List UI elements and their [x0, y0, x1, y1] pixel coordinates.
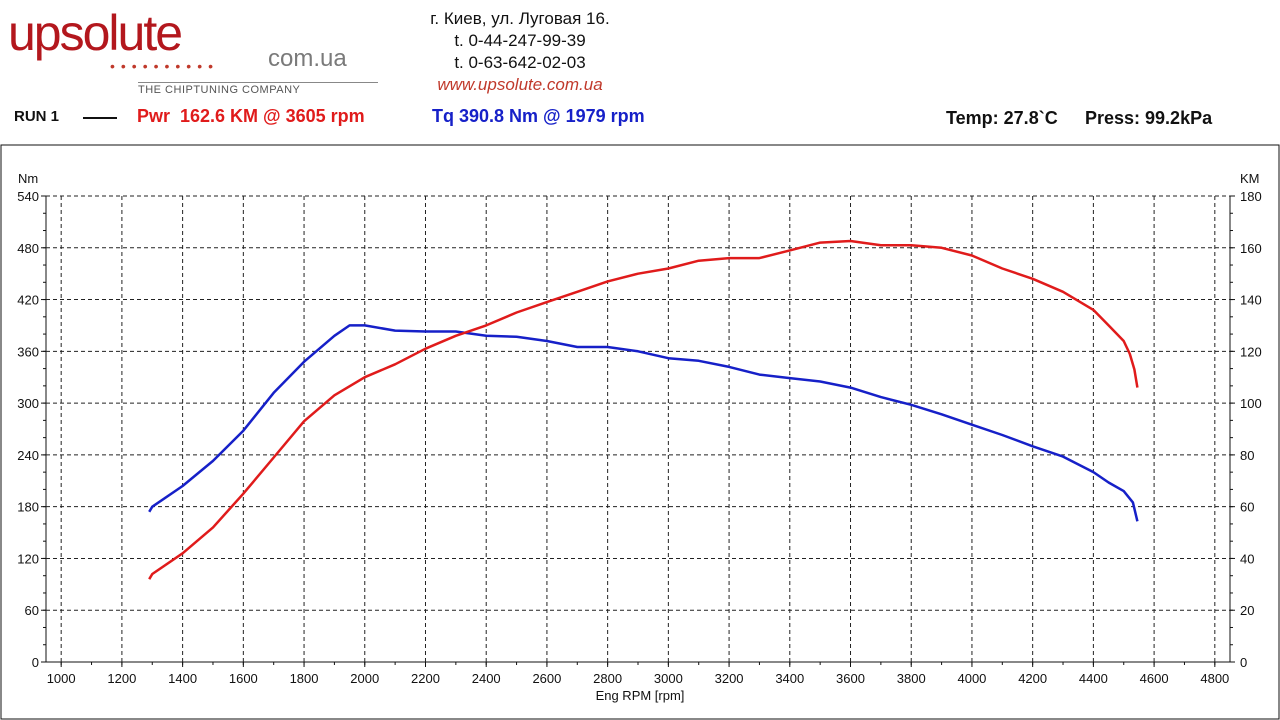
website-link[interactable]: www.upsolute.com.ua	[437, 75, 603, 94]
run-line-swatch	[83, 117, 117, 119]
logo-wordmark: upsolute	[8, 5, 183, 61]
power-peak-text: Pwr 162.6 KM @ 3605 rpm	[137, 106, 365, 126]
pressure-text: Press: 99.2kPa	[1085, 108, 1213, 128]
x-tick-label: 3000	[654, 671, 683, 686]
y-right-tick-label: 160	[1240, 241, 1262, 256]
x-tick-label: 1400	[168, 671, 197, 686]
x-tick-label: 1000	[47, 671, 76, 686]
y-right-tick-label: 60	[1240, 500, 1254, 515]
y-left-tick-label: 60	[25, 603, 39, 618]
x-tick-label: 3400	[775, 671, 804, 686]
x-tick-label: 3600	[836, 671, 865, 686]
x-tick-label: 4600	[1140, 671, 1169, 686]
y-right-tick-label: 80	[1240, 448, 1254, 463]
y-left-tick-label: 420	[17, 293, 39, 308]
x-tick-label: 1600	[229, 671, 258, 686]
logo-domain: com.ua	[268, 45, 347, 72]
x-tick-label: 1200	[107, 671, 136, 686]
x-tick-label: 2600	[532, 671, 561, 686]
y-right-tick-label: 140	[1240, 293, 1262, 308]
x-tick-label: 2800	[593, 671, 622, 686]
y-right-tick-label: 100	[1240, 396, 1262, 411]
y-right-axis-label: KM	[1240, 171, 1260, 186]
x-tick-label: 1800	[290, 671, 319, 686]
y-right-tick-label: 0	[1240, 655, 1247, 670]
y-right-tick-label: 120	[1240, 344, 1262, 359]
logo-dots-decoration: ••••••••••	[110, 58, 220, 74]
dyno-chart: 1000 1200 1400 1600 1800 2000 2200 2400 2600 2800…	[0, 144, 1280, 720]
x-tick-label: 4400	[1079, 671, 1108, 686]
x-axis-label: Eng RPM [rpm]	[596, 688, 685, 703]
y-left-tick-label: 120	[17, 551, 39, 566]
power-curve	[148, 239, 1139, 580]
chart-frame	[0, 144, 1280, 720]
run-label: RUN 1	[14, 108, 60, 125]
x-tick-label: 4000	[957, 671, 986, 686]
y-left-tick-label: 0	[32, 655, 39, 670]
x-tick-label: 3200	[715, 671, 744, 686]
x-tick-label: 3800	[897, 671, 926, 686]
y-right-tick-label: 180	[1240, 189, 1262, 204]
y-left-tick-label: 180	[17, 500, 39, 515]
y-left-tick-label: 360	[17, 344, 39, 359]
y-left-tick-label: 540	[17, 189, 39, 204]
torque-curve	[148, 324, 1139, 522]
temperature-text: Temp: 27.8`C	[946, 108, 1058, 128]
phone-2: t. 0-63-642-02-03	[454, 53, 586, 72]
y-left-tick-label: 300	[17, 396, 39, 411]
torque-peak-text: Tq 390.8 Nm @ 1979 rpm	[432, 106, 645, 126]
y-left-axis-label: Nm	[18, 171, 38, 186]
x-tick-label: 2000	[350, 671, 379, 686]
y-right-tick-label: 20	[1240, 603, 1254, 618]
x-tick-label: 2400	[472, 671, 501, 686]
y-left-tick-label: 240	[17, 448, 39, 463]
y-right-tick-label: 40	[1240, 551, 1254, 566]
phone-1: t. 0-44-247-99-39	[454, 31, 586, 50]
y-left-tick-label: 480	[17, 241, 39, 256]
logo-tagline: THE CHIPTUNING COMPANY	[138, 82, 378, 96]
x-tick-label: 4200	[1018, 671, 1047, 686]
x-tick-label: 2200	[411, 671, 440, 686]
x-tick-label: 4800	[1200, 671, 1229, 686]
address-text: г. Киев, ул. Луговая 16.	[430, 9, 610, 28]
